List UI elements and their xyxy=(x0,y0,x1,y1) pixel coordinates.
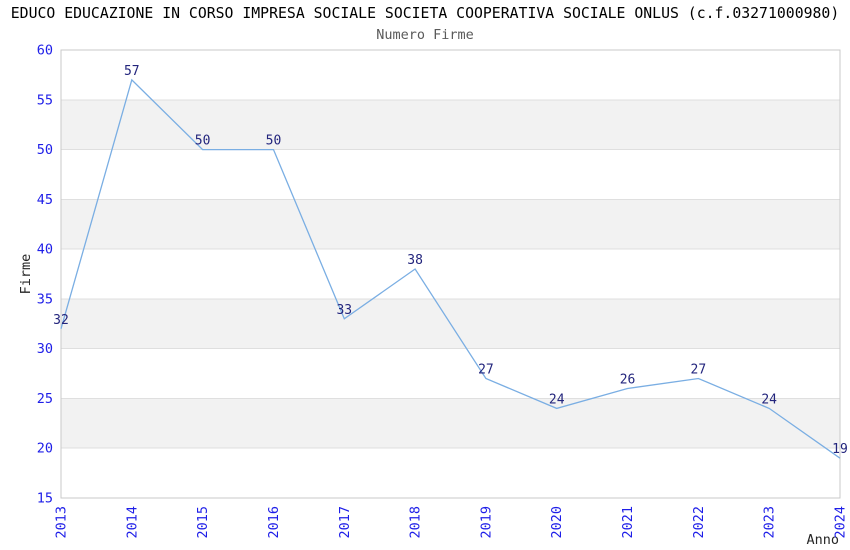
y-tick-label: 20 xyxy=(37,441,53,457)
x-tick-label: 2013 xyxy=(54,506,70,539)
point-label: 24 xyxy=(549,392,565,407)
y-tick-label: 45 xyxy=(37,192,53,208)
y-tick-label: 30 xyxy=(37,341,53,357)
x-tick-label: 2014 xyxy=(124,506,140,539)
point-label: 19 xyxy=(832,442,848,457)
plot-band xyxy=(61,99,840,150)
y-tick-label: 35 xyxy=(37,291,53,307)
chart-subtitle: Numero Firme xyxy=(376,27,474,43)
point-label: 32 xyxy=(53,313,69,328)
y-tick-label: 40 xyxy=(37,242,53,258)
point-label: 50 xyxy=(266,134,282,149)
point-label: 50 xyxy=(195,134,211,149)
y-tick-label: 60 xyxy=(37,43,53,59)
x-tick-label: 2015 xyxy=(195,506,211,539)
point-label: 24 xyxy=(761,392,777,407)
x-tick-label: 2018 xyxy=(408,506,424,539)
plot-band xyxy=(61,398,840,449)
x-tick-label: 2022 xyxy=(691,506,707,539)
x-tick-label: 2019 xyxy=(478,506,494,539)
chart-title: EDUCO EDUCAZIONE IN CORSO IMPRESA SOCIAL… xyxy=(10,5,840,22)
point-label: 57 xyxy=(124,64,140,79)
x-tick-label: 2020 xyxy=(549,506,565,539)
plot-band xyxy=(61,199,840,250)
point-label: 26 xyxy=(620,372,636,387)
x-tick-label: 2021 xyxy=(620,506,636,539)
x-tick-label: 2017 xyxy=(337,506,353,539)
point-label: 27 xyxy=(691,363,707,378)
y-tick-label: 50 xyxy=(37,142,53,158)
data-line xyxy=(60,78,841,459)
point-label: 38 xyxy=(407,253,423,268)
x-tick-label: 2023 xyxy=(762,506,778,539)
x-tick-label: 2024 xyxy=(833,506,849,539)
plot-border xyxy=(60,49,841,499)
y-tick-label: 25 xyxy=(37,391,53,407)
point-label: 27 xyxy=(478,363,494,378)
y-tick-label: 55 xyxy=(37,92,53,108)
y-tick-label: 15 xyxy=(37,491,53,507)
x-axis-title: Anno xyxy=(806,532,839,548)
x-tick-label: 2016 xyxy=(266,506,282,539)
point-label: 33 xyxy=(336,303,352,318)
